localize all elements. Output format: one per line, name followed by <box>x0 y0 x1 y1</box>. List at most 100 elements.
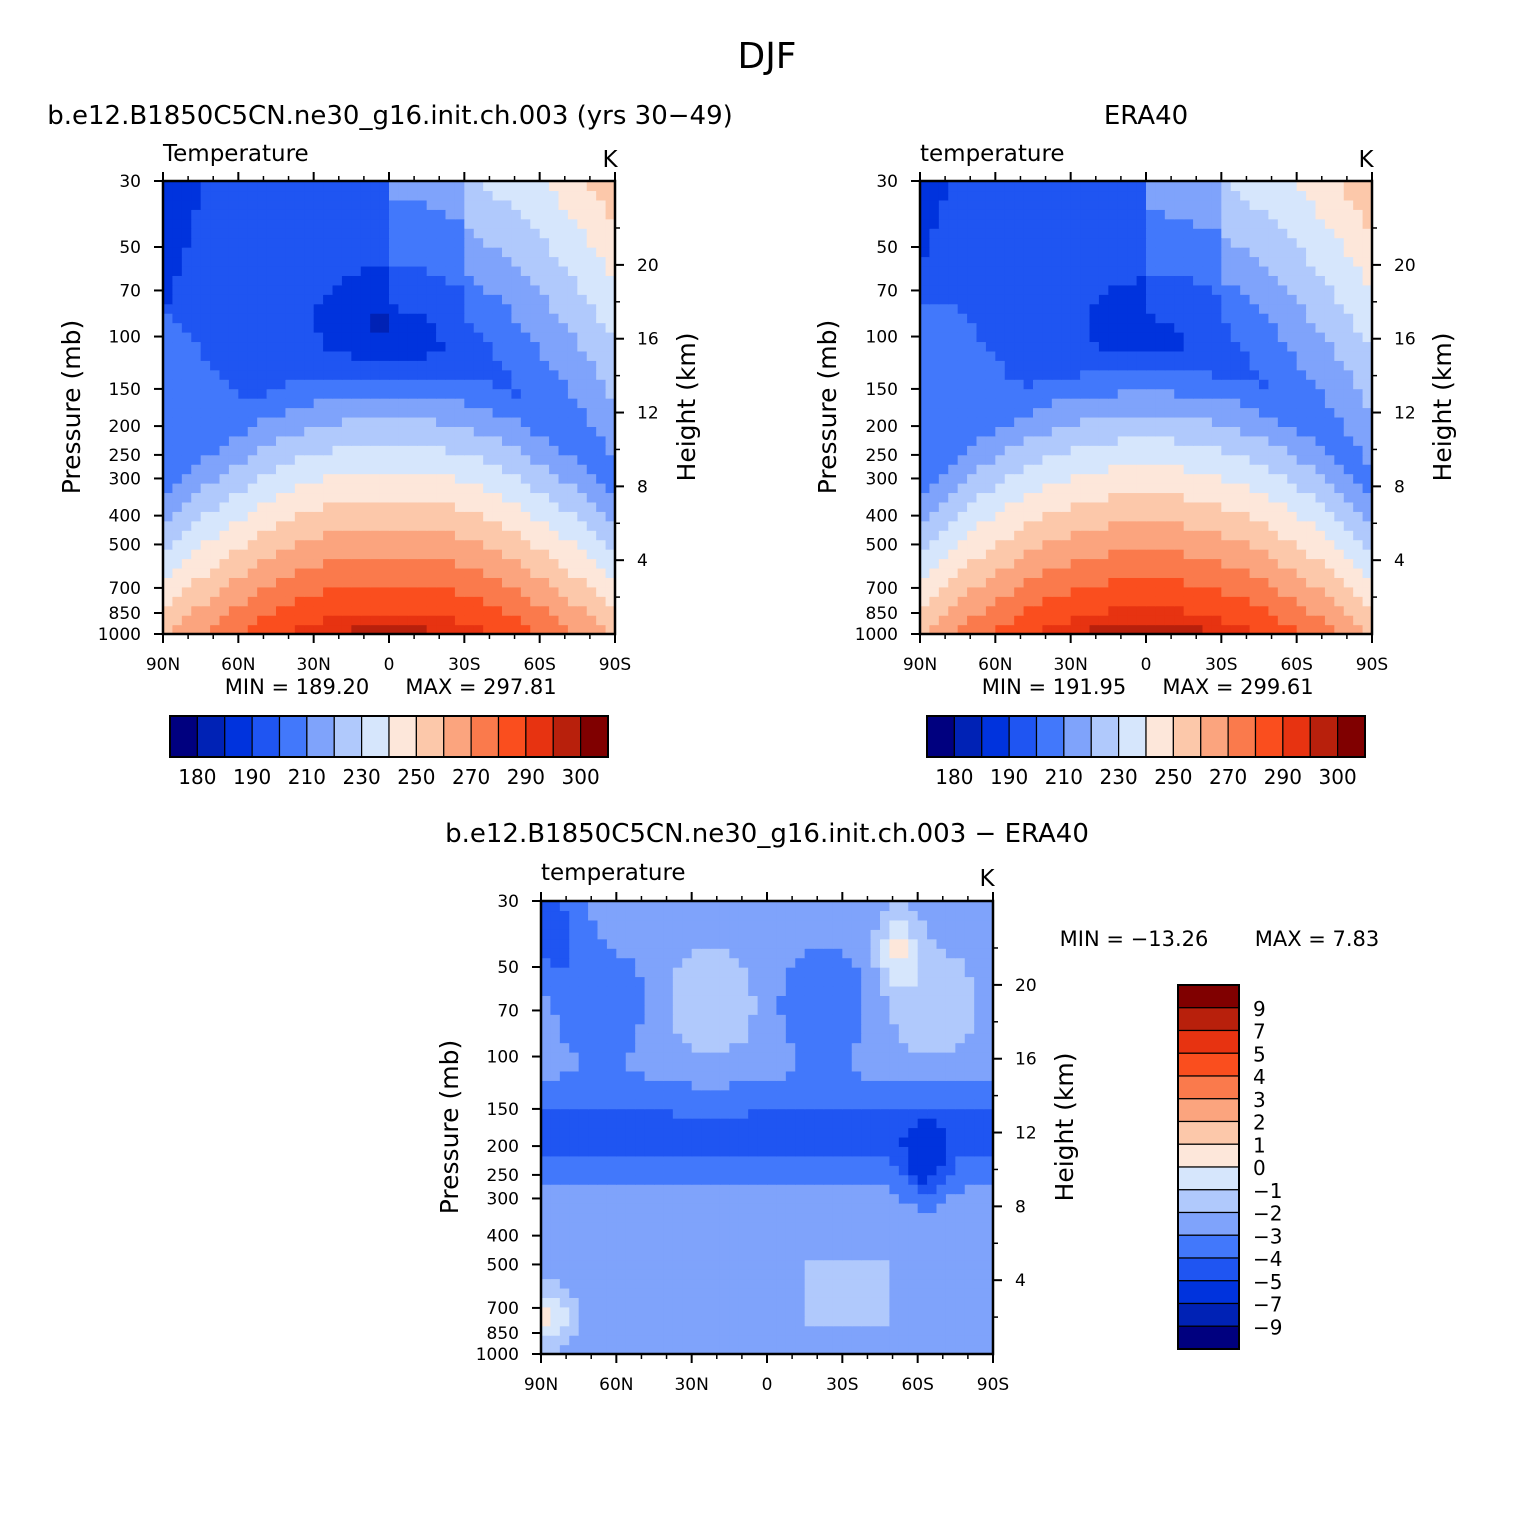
field-cell <box>445 558 456 569</box>
field-cell <box>1268 190 1279 201</box>
field-cell <box>1051 190 1062 201</box>
field-cell <box>360 294 371 305</box>
field-cell <box>1108 615 1119 626</box>
field-cell <box>370 501 381 512</box>
field-cell <box>1240 199 1251 210</box>
field-cell <box>1174 615 1185 626</box>
field-cell <box>1155 209 1166 220</box>
field-cell <box>417 615 428 626</box>
field-cell <box>1343 313 1354 324</box>
field-cell <box>417 511 428 522</box>
field-cell <box>323 322 334 333</box>
field-cell <box>313 284 324 295</box>
field-cell <box>473 483 484 494</box>
field-cell <box>426 209 437 220</box>
field-cell <box>257 511 268 522</box>
field-cell <box>1287 624 1298 634</box>
field-cell <box>1042 294 1053 305</box>
field-cell <box>1353 407 1364 418</box>
field-cell <box>1004 426 1015 437</box>
field-cell <box>351 567 362 578</box>
field-cell <box>1117 379 1128 390</box>
field-cell <box>1089 624 1100 634</box>
field-cell <box>473 209 484 220</box>
field-cell <box>464 190 475 201</box>
field-cell <box>530 549 541 560</box>
field-cell <box>938 596 949 607</box>
field-cell <box>360 530 371 541</box>
field-cell <box>948 511 959 522</box>
field-cell <box>1033 313 1044 324</box>
field-cell <box>332 483 343 494</box>
field-cell <box>1315 473 1326 484</box>
field-cell <box>464 369 475 380</box>
field-cell <box>191 369 202 380</box>
field-cell <box>1334 303 1345 314</box>
field-cell <box>473 596 484 607</box>
field-cell <box>276 388 287 399</box>
field-cell <box>1334 492 1345 503</box>
field-cell <box>917 1344 928 1354</box>
field-cell <box>360 237 371 248</box>
field-cell <box>1324 350 1335 361</box>
field-cell <box>1202 247 1213 258</box>
field-cell <box>1127 473 1138 484</box>
field-cell <box>464 284 475 295</box>
field-cell <box>341 426 352 437</box>
field-cell <box>974 1335 985 1346</box>
field-cell <box>313 256 324 267</box>
field-cell <box>596 369 607 380</box>
field-cell <box>1061 379 1072 390</box>
field-cell <box>266 237 277 248</box>
field-cell <box>483 209 494 220</box>
field-cell <box>1362 190 1372 201</box>
field-cell <box>1004 473 1015 484</box>
y-tick-label: 70 <box>119 281 141 301</box>
field-cell <box>1277 313 1288 324</box>
field-cell <box>1193 558 1204 569</box>
field-cell <box>502 360 513 371</box>
field-cell <box>1193 435 1204 446</box>
field-cell <box>596 218 607 229</box>
field-cell <box>1051 567 1062 578</box>
field-cell <box>228 388 239 399</box>
field-cell <box>1353 511 1364 522</box>
field-cell <box>200 398 211 409</box>
field-cell <box>247 435 258 446</box>
field-cell <box>351 322 362 333</box>
field-cell <box>596 416 607 427</box>
field-cell <box>360 332 371 343</box>
field-cell <box>332 303 343 314</box>
field-cell <box>398 303 409 314</box>
field-cell <box>1202 558 1213 569</box>
field-cell <box>483 530 494 541</box>
field-cell <box>1202 483 1213 494</box>
field-cell <box>454 501 465 512</box>
field-cell <box>483 426 494 437</box>
field-cell <box>1183 350 1194 361</box>
field-cell <box>530 426 541 437</box>
field-cell <box>1287 218 1298 229</box>
field-cell <box>323 605 334 616</box>
field-cell <box>1334 209 1345 220</box>
field-cell <box>276 398 287 409</box>
field-cell <box>417 303 428 314</box>
field-cell <box>1127 624 1138 634</box>
field-cell <box>957 275 968 286</box>
field-cell <box>985 558 996 569</box>
field-cell <box>1089 416 1100 427</box>
field-cell <box>1164 322 1175 333</box>
field-cell <box>445 567 456 578</box>
field-cell <box>1343 426 1354 437</box>
field-cell <box>967 379 978 390</box>
field-cell <box>454 520 465 531</box>
field-cell <box>172 407 183 418</box>
field-cell <box>1061 407 1072 418</box>
field-cell <box>1155 181 1166 192</box>
field-cell <box>558 303 569 314</box>
field-cell <box>163 605 174 616</box>
field-cell <box>502 379 513 390</box>
field-cell <box>483 388 494 399</box>
field-cell <box>1353 369 1364 380</box>
field-cell <box>370 416 381 427</box>
